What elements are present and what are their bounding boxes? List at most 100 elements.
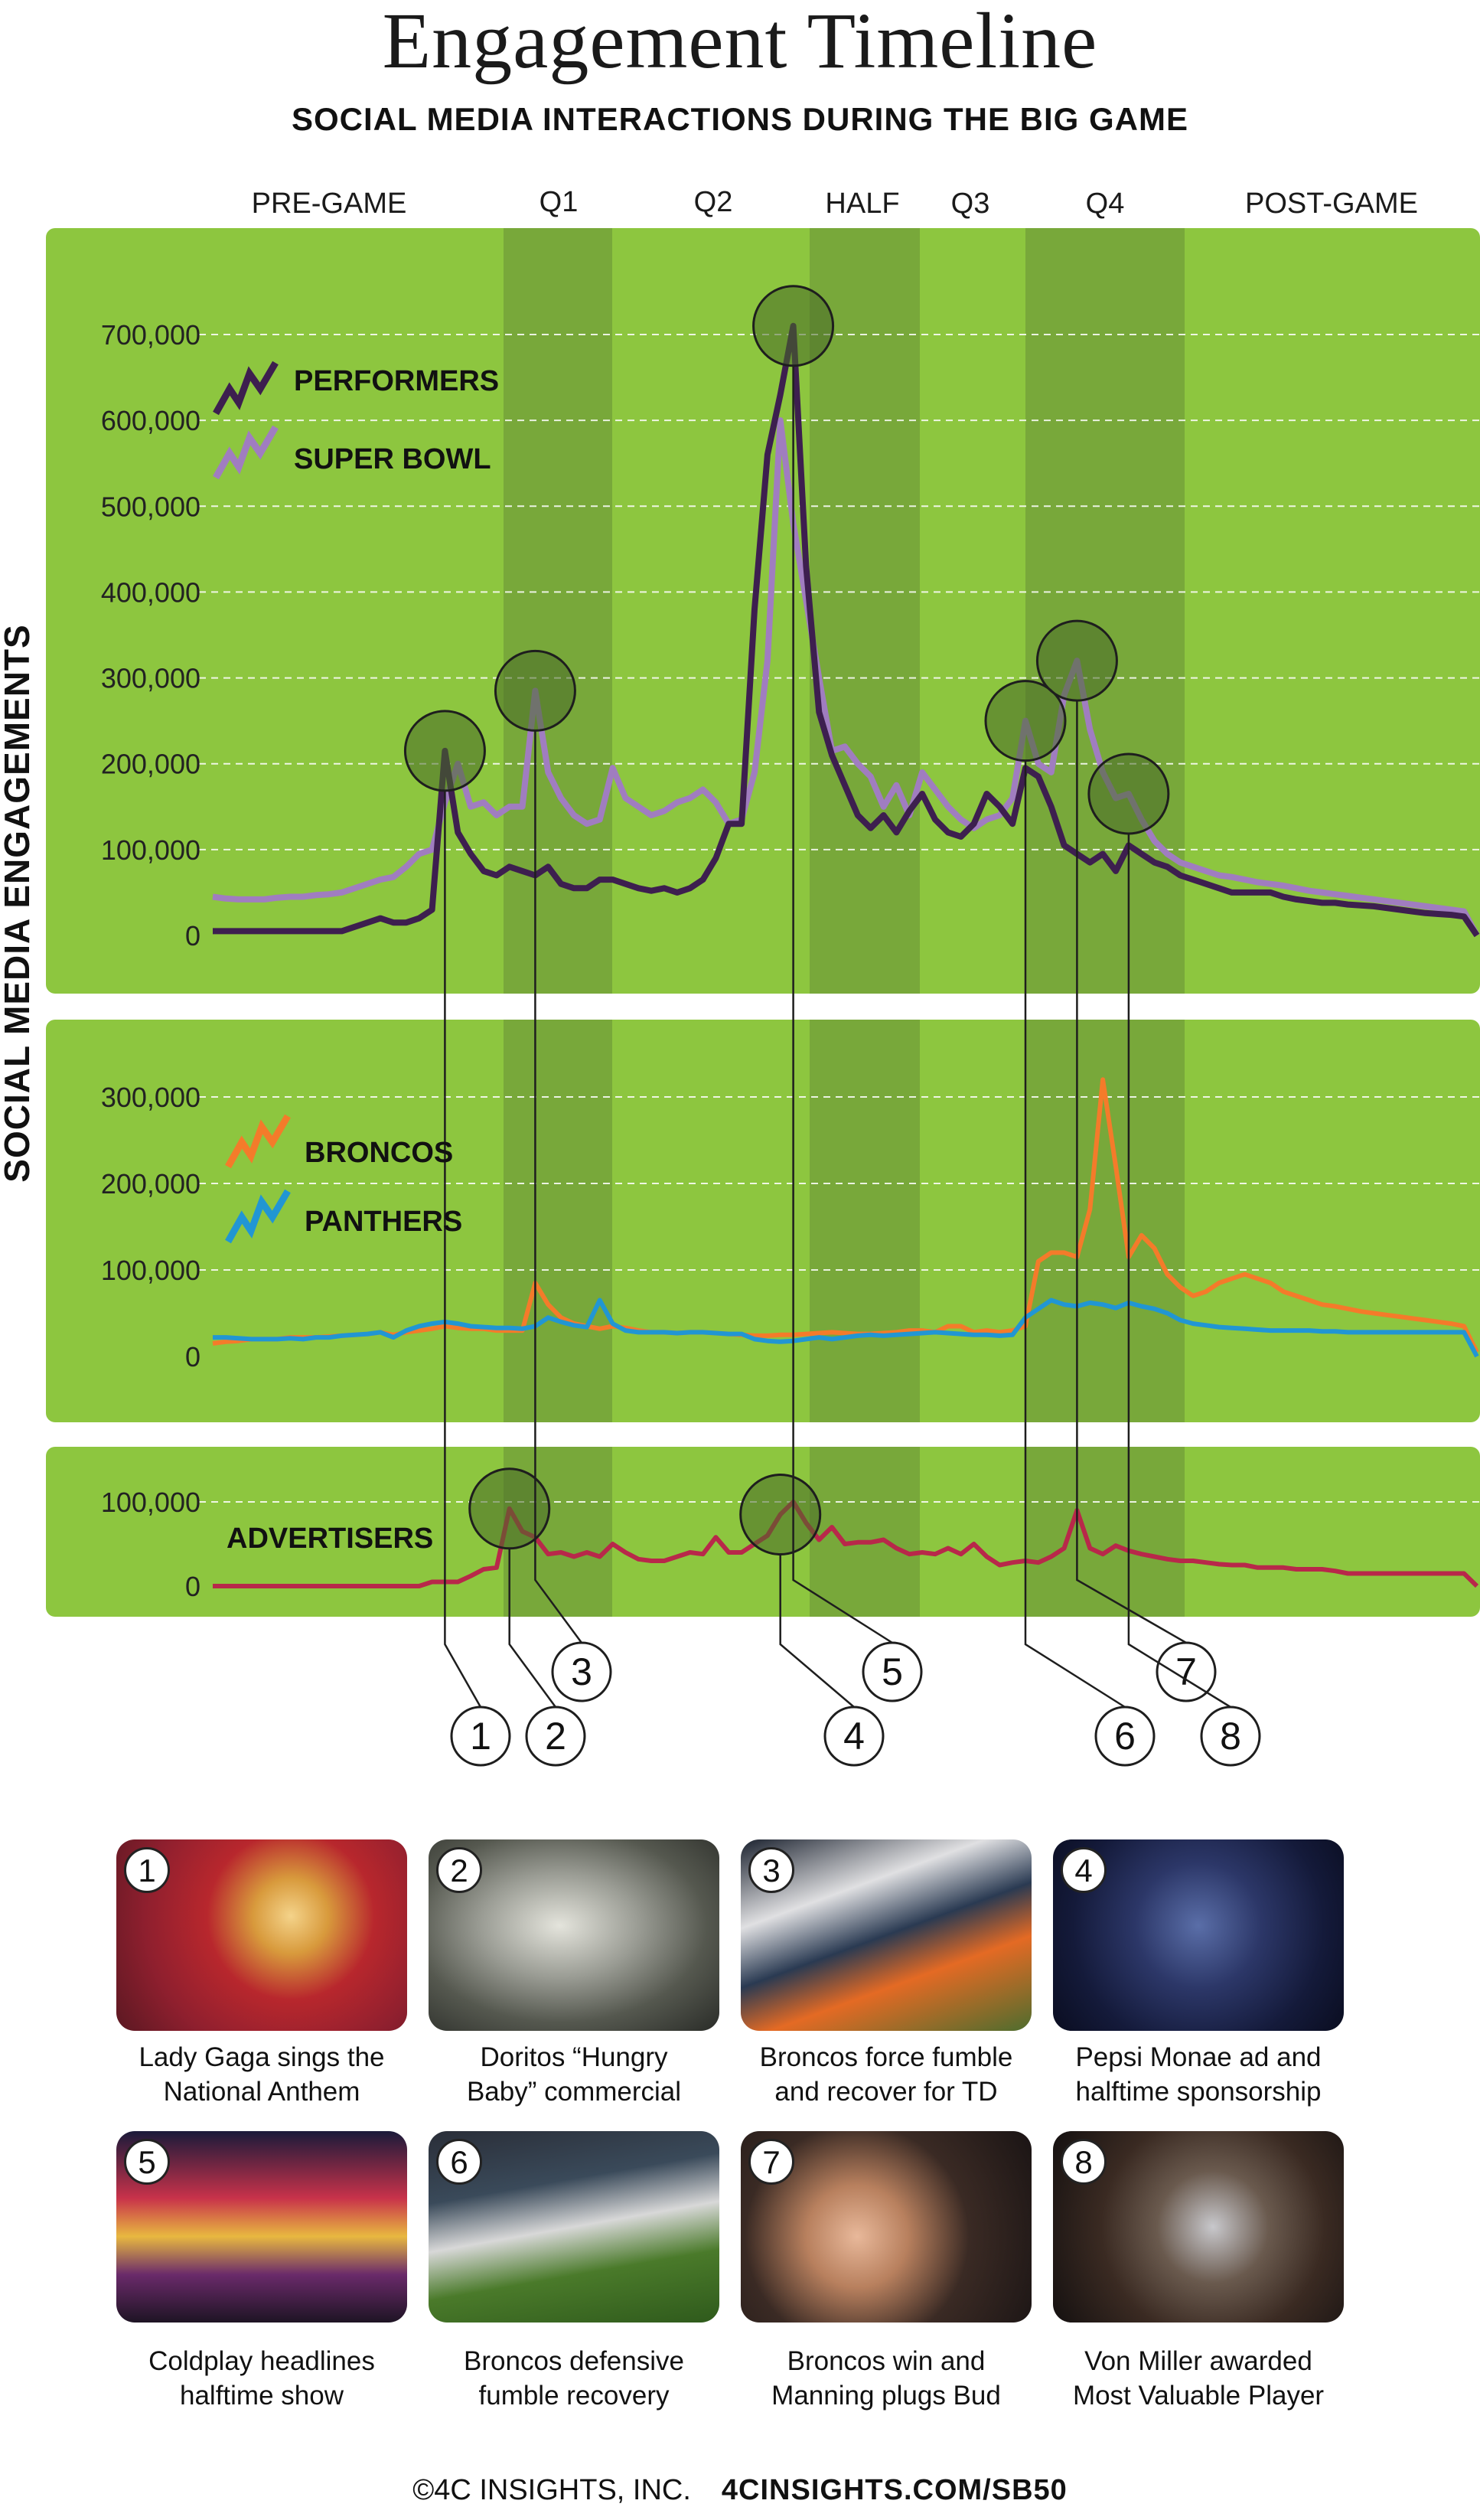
phase-label-q2: Q2 (694, 186, 733, 218)
chart-title: Engagement Timeline (382, 0, 1098, 85)
phase-label-q1: Q1 (540, 186, 579, 218)
marker-circle-5 (752, 285, 835, 367)
event-badge-1: 1 (124, 1847, 170, 1893)
marker-connector-2 (508, 1548, 557, 1708)
event-photo-4: 4 (1053, 1839, 1344, 2031)
legend-bottom: ADVERTISERS (227, 1523, 433, 1555)
event-caption-8: Von Miller awarded Most Valuable Player (1053, 2344, 1344, 2413)
legend-swatch-panthers (225, 1189, 291, 1244)
marker-circle-3 (494, 649, 576, 732)
event-card-6: 6 Broncos defensive fumble recovery (429, 2131, 721, 2413)
event-photo-5: 5 (116, 2131, 407, 2323)
event-photo-1: 1 (116, 1839, 407, 2031)
event-photo-7: 7 (741, 2131, 1032, 2323)
legend-label-performers: PERFORMERS (294, 365, 499, 397)
event-badge-3: 3 (748, 1847, 794, 1893)
marker-badge-8 (1200, 1706, 1261, 1767)
marker-circle-8 (1087, 752, 1170, 835)
event-card-7: 7 Broncos win and Manning plugs Bud (741, 2131, 1033, 2413)
event-caption-6-line1: Broncos defensive (464, 2346, 684, 2376)
marker-badge-1 (450, 1706, 511, 1767)
y-tick-0-2: 500,000 (101, 491, 200, 522)
event-caption-8-line2: Most Valuable Player (1072, 2381, 1325, 2411)
engagement-chart: PRE-GAME Q1 Q2 HALF Q3 Q4 POST-GAME 700,… (0, 186, 1480, 1767)
marker-number-7: 7 (1175, 1650, 1197, 1693)
event-caption-5-line2: halftime show (180, 2381, 344, 2411)
band-0-2 (1025, 228, 1185, 994)
band-0-1 (810, 228, 920, 994)
footer: ©4C INSIGHTS, INC. 4CINSIGHTS.COM/SB50 (0, 2474, 1480, 2507)
marker-connector-6 (1024, 760, 1126, 1709)
event-photo-3: 3 (741, 1839, 1032, 2031)
marker-badge-6 (1094, 1706, 1156, 1767)
event-card-5: 5 Coldplay headlines halftime show (116, 2131, 409, 2413)
series-line-super-bowl (212, 417, 1480, 937)
y-tick-0-6: 100,000 (101, 834, 200, 866)
y-tick-2-0: 100,000 (101, 1487, 200, 1518)
event-caption-3: Broncos force fumble and recover for TD (741, 2040, 1032, 2109)
event-photo-2: 2 (429, 1839, 719, 2031)
y-tick-1-2: 100,000 (101, 1255, 200, 1286)
event-card-2: 2 Doritos “Hungry Baby” commercial (429, 1839, 721, 2109)
event-caption-8-line1: Von Miller awarded (1084, 2346, 1312, 2376)
series-line-panthers (213, 1298, 1479, 1358)
y-axis-label: SOCIAL MEDIA ENGAGEMENTS (0, 624, 37, 1182)
series-line-advertisers (213, 1500, 1479, 1588)
marker-number-8: 8 (1220, 1715, 1241, 1758)
footer-copyright: ©4C INSIGHTS, INC. (412, 2474, 691, 2506)
marker-connector-7 (1076, 700, 1187, 1644)
marker-connector-8 (1127, 834, 1231, 1709)
event-caption-4-line1: Pepsi Monae ad and (1075, 2042, 1322, 2072)
y-tick-0-1: 600,000 (101, 405, 200, 436)
y-tick-0-0: 700,000 (101, 319, 200, 351)
marker-circle-6 (984, 680, 1067, 762)
y-tick-1-1: 200,000 (101, 1168, 200, 1200)
legend-swatch-performers (213, 361, 279, 416)
event-caption-7: Broncos win and Manning plugs Bud (741, 2344, 1032, 2413)
marker-badge-2 (525, 1706, 586, 1767)
event-caption-1-line1: Lady Gaga sings the (139, 2042, 385, 2072)
event-photo-8: 8 (1053, 2131, 1344, 2323)
marker-circle-1 (403, 710, 486, 792)
band-1-1 (810, 1020, 920, 1422)
band-1-0 (504, 1020, 612, 1422)
event-badge-7: 7 (748, 2139, 794, 2185)
y-tick-1-3: 0 (185, 1341, 200, 1373)
footer-site-link[interactable]: 4CINSIGHTS.COM/SB50 (721, 2474, 1068, 2506)
y-tick-0-4: 300,000 (101, 663, 200, 694)
legend-top: PERFORMERS SUPER BOWL (213, 361, 499, 480)
marker-badge-7 (1156, 1641, 1217, 1702)
event-caption-4: Pepsi Monae ad and halftime sponsorship (1053, 2040, 1344, 2109)
phase-label-q4: Q4 (1086, 188, 1125, 220)
event-card-4: 4 Pepsi Monae ad and halftime sponsorshi… (1053, 1839, 1345, 2109)
y-tick-0-7: 0 (185, 920, 200, 952)
marker-circle-2 (468, 1467, 551, 1550)
legend-label-broncos: BRONCOS (305, 1137, 453, 1169)
y-tick-2-1: 0 (185, 1571, 200, 1602)
event-caption-4-line2: halftime sponsorship (1075, 2077, 1322, 2107)
marker-number-1: 1 (470, 1715, 491, 1758)
legend-label-advertisers: ADVERTISERS (227, 1523, 433, 1555)
marker-badge-3 (551, 1641, 612, 1702)
marker-number-4: 4 (843, 1715, 865, 1758)
marker-connector-3 (534, 730, 583, 1644)
event-badge-6: 6 (436, 2139, 482, 2185)
event-caption-5: Coldplay headlines halftime show (116, 2344, 407, 2413)
marker-number-5: 5 (882, 1650, 903, 1693)
marker-circle-7 (1035, 619, 1118, 702)
series-lines (212, 322, 1480, 1588)
event-caption-6: Broncos defensive fumble recovery (429, 2344, 719, 2413)
phase-label-postgame: POST-GAME (1245, 188, 1418, 220)
marker-number-6: 6 (1114, 1715, 1136, 1758)
legend-middle: BRONCOS PANTHERS (225, 1114, 462, 1244)
phase-label-pregame: PRE-GAME (252, 188, 407, 220)
band-0-0 (504, 228, 612, 994)
event-caption-7-line1: Broncos win and (787, 2346, 986, 2376)
event-card-3: 3 Broncos force fumble and recover for T… (741, 1839, 1033, 2109)
marker-badge-5 (862, 1641, 923, 1702)
event-caption-5-line1: Coldplay headlines (148, 2346, 375, 2376)
marker-connector-4 (779, 1554, 855, 1708)
y-tick-labels: 700,000 600,000 500,000 400,000 300,000 200,0… (101, 319, 200, 1602)
event-markers: 1 23 45 678 (403, 285, 1261, 1767)
y-tick-0-3: 400,000 (101, 576, 200, 608)
